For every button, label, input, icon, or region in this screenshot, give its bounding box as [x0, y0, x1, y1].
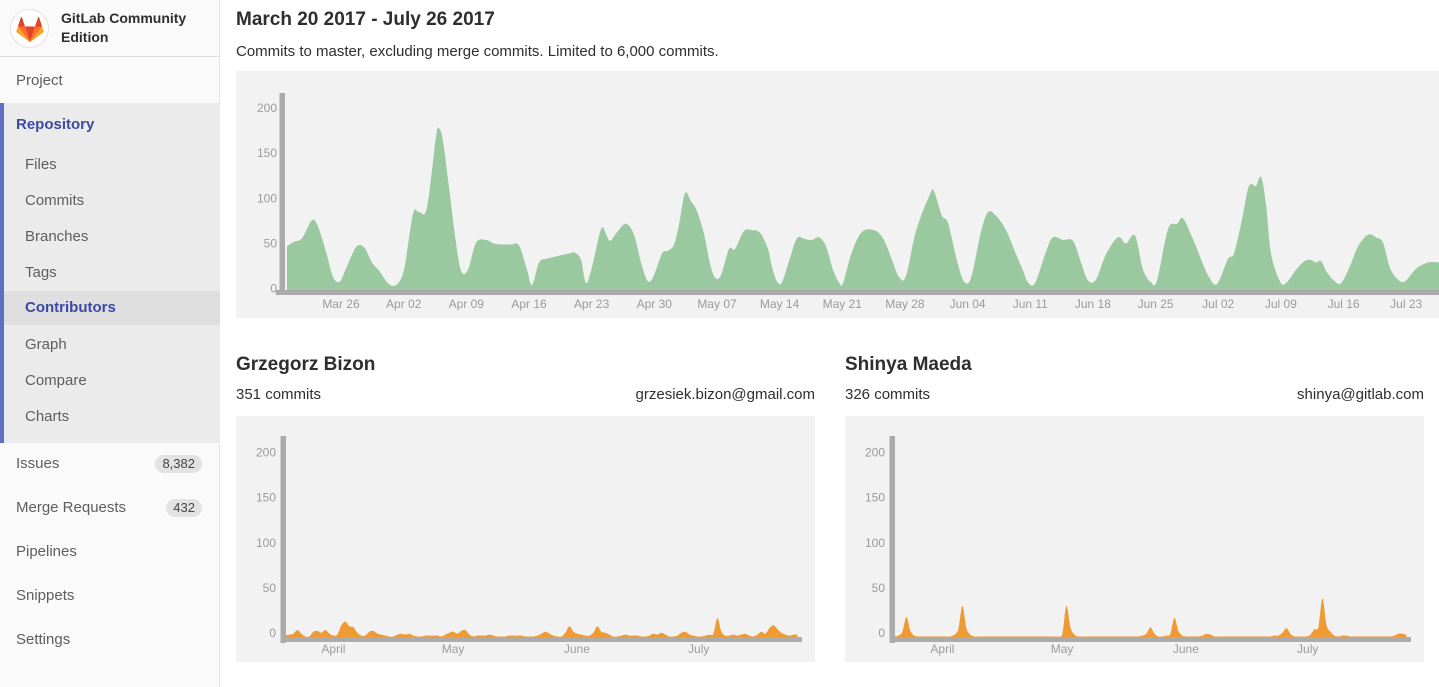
- svg-text:Jul 16: Jul 16: [1328, 297, 1360, 311]
- svg-text:200: 200: [865, 445, 885, 459]
- svg-text:100: 100: [256, 536, 276, 550]
- svg-text:Jul 02: Jul 02: [1202, 297, 1234, 311]
- svg-text:100: 100: [257, 191, 277, 205]
- svg-text:May: May: [1051, 642, 1074, 656]
- svg-text:April: April: [321, 642, 345, 656]
- svg-text:July: July: [688, 642, 709, 656]
- svg-text:Mar 26: Mar 26: [322, 297, 360, 311]
- svg-text:Jun 18: Jun 18: [1075, 297, 1111, 311]
- svg-text:Apr 23: Apr 23: [574, 297, 610, 311]
- svg-text:200: 200: [256, 445, 276, 459]
- svg-text:May: May: [442, 642, 465, 656]
- svg-text:100: 100: [865, 536, 885, 550]
- svg-text:Jul 09: Jul 09: [1265, 297, 1297, 311]
- svg-text:Jun 25: Jun 25: [1138, 297, 1174, 311]
- svg-text:June: June: [1173, 642, 1199, 656]
- svg-text:150: 150: [256, 491, 276, 505]
- svg-text:May 14: May 14: [760, 297, 800, 311]
- svg-text:200: 200: [257, 101, 277, 115]
- svg-text:Jul 23: Jul 23: [1390, 297, 1422, 311]
- svg-text:150: 150: [257, 146, 277, 160]
- svg-text:0: 0: [270, 282, 277, 296]
- svg-text:0: 0: [878, 626, 885, 640]
- svg-text:May 21: May 21: [823, 297, 863, 311]
- svg-text:0: 0: [269, 626, 276, 640]
- svg-text:50: 50: [872, 581, 886, 595]
- svg-text:50: 50: [263, 581, 277, 595]
- svg-text:Apr 30: Apr 30: [637, 297, 673, 311]
- svg-text:May 07: May 07: [697, 297, 737, 311]
- svg-text:Jun 11: Jun 11: [1013, 297, 1048, 311]
- svg-text:May 28: May 28: [885, 297, 925, 311]
- svg-text:Apr 16: Apr 16: [511, 297, 547, 311]
- svg-text:Apr 09: Apr 09: [449, 297, 485, 311]
- svg-text:July: July: [1297, 642, 1318, 656]
- svg-text:June: June: [564, 642, 590, 656]
- svg-text:50: 50: [264, 236, 278, 250]
- svg-text:April: April: [930, 642, 954, 656]
- svg-text:Jun 04: Jun 04: [950, 297, 986, 311]
- svg-text:150: 150: [865, 491, 885, 505]
- svg-text:Apr 02: Apr 02: [386, 297, 422, 311]
